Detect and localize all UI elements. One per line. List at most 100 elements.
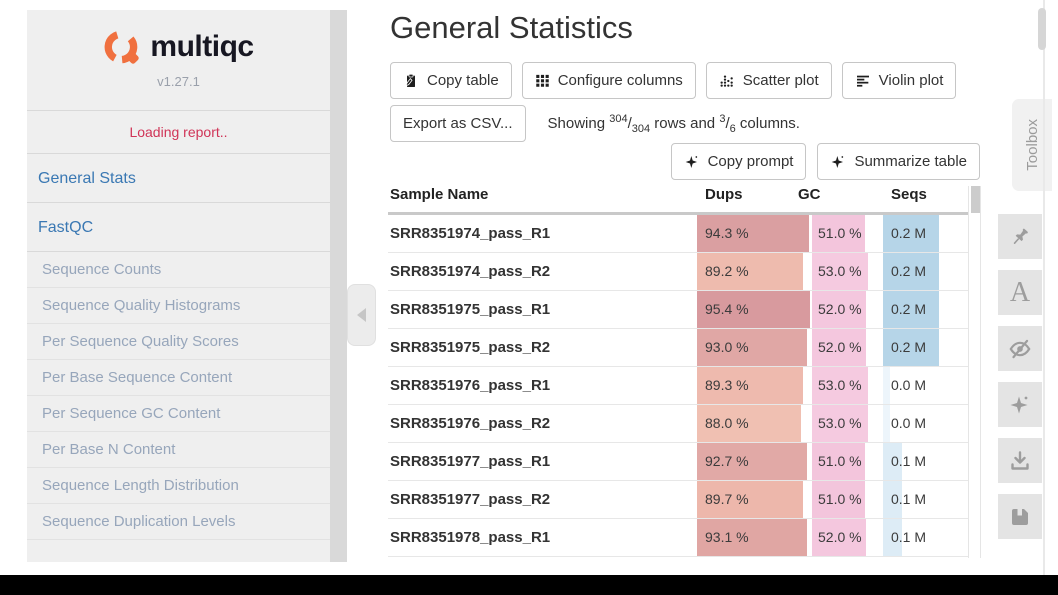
cell-seqs: 0.1 M — [883, 519, 968, 556]
logo-block: multiqc v1.27.1 — [27, 10, 330, 110]
dups-bar — [697, 481, 804, 518]
ai-button[interactable] — [998, 382, 1042, 427]
cell-gc: 52.0 % — [812, 519, 880, 556]
violin-plot-button[interactable]: Violin plot — [841, 62, 957, 99]
page-scrollbar-track[interactable] — [1043, 0, 1045, 575]
copy-table-button[interactable]: Copy table — [390, 62, 512, 99]
copy-table-label: Copy table — [427, 72, 499, 89]
sidebar-item-per-base-sequence-content[interactable]: Per Base Sequence Content — [27, 360, 330, 396]
gc-bar — [812, 405, 868, 442]
sparkle-icon — [832, 155, 844, 168]
header-sample-name[interactable]: Sample Name — [390, 186, 489, 203]
cell-gc: 53.0 % — [812, 367, 880, 404]
cell-seqs: 0.2 M — [883, 215, 968, 252]
table-row: SRR8351976_pass_R1 89.3 % 53.0 % 0.0 M — [388, 367, 968, 405]
sample-name: SRR8351976_pass_R1 — [390, 377, 551, 394]
sample-name: SRR8351978_pass_R1 — [390, 529, 551, 546]
header-dups[interactable]: Dups — [705, 186, 743, 203]
hide-samples-button[interactable] — [998, 326, 1042, 371]
sidebar-item-sequence-length-distribution[interactable]: Sequence Length Distribution — [27, 468, 330, 504]
gc-value: 52.0 % — [818, 529, 862, 545]
dups-bar — [697, 443, 807, 480]
header-gc[interactable]: GC — [798, 186, 821, 203]
pin-button[interactable] — [998, 214, 1042, 259]
summarize-table-button[interactable]: Summarize table — [817, 143, 980, 180]
sidebar-item-per-sequence-gc-content[interactable]: Per Sequence GC Content — [27, 396, 330, 432]
version-label: v1.27.1 — [157, 74, 200, 89]
gc-value: 51.0 % — [818, 225, 862, 241]
seqs-value: 0.2 M — [891, 263, 927, 279]
dups-bar — [697, 405, 802, 442]
cell-dups: 88.0 % — [697, 405, 810, 442]
sidebar-scrollbar[interactable] — [330, 10, 347, 562]
dups-value: 89.7 % — [705, 491, 749, 507]
sidebar-item-fastqc[interactable]: FastQC — [27, 203, 330, 252]
page-scrollbar-thumb[interactable] — [1038, 8, 1046, 50]
gc-bar — [812, 519, 867, 556]
cell-gc: 51.0 % — [812, 215, 880, 252]
toolbox-tab[interactable]: Toolbox — [1012, 99, 1052, 191]
dups-bar — [697, 291, 810, 328]
gc-bar — [812, 215, 866, 252]
summarize-table-label: Summarize table — [854, 153, 967, 170]
seqs-value: 0.2 M — [891, 225, 927, 241]
sample-name: SRR8351975_pass_R2 — [390, 339, 551, 356]
seqs-value: 0.0 M — [891, 415, 927, 431]
sidebar-item-per-sequence-quality-scores[interactable]: Per Sequence Quality Scores — [27, 324, 330, 360]
dups-bar — [697, 519, 808, 556]
cell-dups: 89.2 % — [697, 253, 810, 290]
cell-gc: 51.0 % — [812, 481, 880, 518]
table-body: SRR8351974_pass_R1 94.3 % 51.0 % 0.2 M S… — [388, 215, 968, 557]
cell-seqs: 0.2 M — [883, 329, 968, 366]
violin-plot-label: Violin plot — [878, 72, 944, 89]
gc-bar — [812, 329, 867, 366]
gc-value: 53.0 % — [818, 377, 862, 393]
ai-toolbar: Copy prompt Summarize table — [388, 143, 980, 180]
chevron-left-icon — [357, 308, 366, 322]
cell-gc: 53.0 % — [812, 253, 880, 290]
showing-summary: Showing 304/304 rows and 3/6 columns. — [547, 112, 800, 135]
sidebar-item-sequence-quality-histograms[interactable]: Sequence Quality Histograms — [27, 288, 330, 324]
sidebar-collapse-button[interactable] — [347, 284, 376, 346]
seqs-value: 0.2 M — [891, 301, 927, 317]
download-icon — [1011, 450, 1029, 470]
cell-dups: 94.3 % — [697, 215, 810, 252]
sidebar-item-sequence-counts[interactable]: Sequence Counts — [27, 252, 330, 288]
cell-seqs: 0.1 M — [883, 481, 968, 518]
copy-prompt-button[interactable]: Copy prompt — [670, 143, 807, 180]
dups-bar — [697, 367, 803, 404]
dups-value: 93.0 % — [705, 339, 749, 355]
sidebar-item-sequence-duplication-levels[interactable]: Sequence Duplication Levels — [27, 504, 330, 540]
header-seqs[interactable]: Seqs — [891, 186, 927, 203]
save-settings-button[interactable] — [998, 494, 1042, 539]
sidebar-nav: General Stats FastQC Sequence Counts Seq… — [27, 154, 330, 540]
table-scrollbar[interactable] — [968, 186, 981, 558]
cell-seqs: 0.2 M — [883, 291, 968, 328]
page-title: General Statistics — [390, 10, 633, 45]
sidebar-item-general-stats[interactable]: General Stats — [27, 154, 330, 203]
seqs-value: 0.1 M — [891, 491, 927, 507]
multiqc-logo-icon — [104, 30, 140, 64]
table-row: SRR8351974_pass_R1 94.3 % 51.0 % 0.2 M — [388, 215, 968, 253]
font-icon: A — [1009, 276, 1031, 308]
configure-columns-button[interactable]: Configure columns — [521, 62, 696, 99]
table-header: Sample Name Dups GC Seqs — [388, 186, 968, 212]
scatter-icon — [720, 75, 733, 87]
cell-gc: 52.0 % — [812, 329, 880, 366]
gc-bar — [812, 481, 866, 518]
table-row: SRR8351974_pass_R2 89.2 % 53.0 % 0.2 M — [388, 253, 968, 291]
sample-name: SRR8351976_pass_R2 — [390, 415, 551, 432]
export-csv-button[interactable]: Export as CSV... — [390, 105, 526, 142]
scatter-plot-button[interactable]: Scatter plot — [705, 62, 832, 99]
cell-gc: 52.0 % — [812, 291, 880, 328]
seqs-value: 0.1 M — [891, 529, 927, 545]
gc-value: 52.0 % — [818, 301, 862, 317]
export-button[interactable] — [998, 438, 1042, 483]
table-scrollbar-thumb[interactable] — [971, 186, 980, 213]
table-row: SRR8351975_pass_R2 93.0 % 52.0 % 0.2 M — [388, 329, 968, 367]
table-row: SRR8351975_pass_R1 95.4 % 52.0 % 0.2 M — [388, 291, 968, 329]
highlight-text-button[interactable]: A — [998, 270, 1042, 315]
sparkle-icon — [685, 155, 697, 168]
sidebar-item-per-base-n-content[interactable]: Per Base N Content — [27, 432, 330, 468]
grid-icon — [535, 74, 549, 87]
